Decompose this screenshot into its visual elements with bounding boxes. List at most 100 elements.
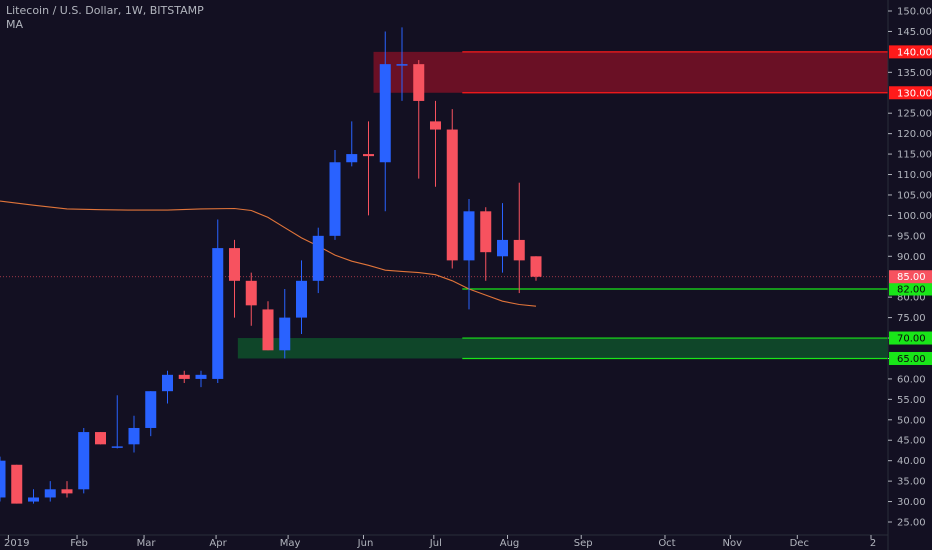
candle-body — [312, 235, 324, 281]
candle-1 — [11, 464, 23, 504]
y-tick-label: 90.00 — [897, 252, 926, 263]
y-tick-label: 60.00 — [897, 374, 926, 385]
candle-body — [229, 248, 240, 281]
y-tick-label: 115.00 — [897, 150, 932, 161]
candle-31 — [513, 182, 525, 294]
x-tick-label: Sep — [574, 538, 593, 549]
candle-2 — [28, 489, 39, 504]
candle-12 — [195, 370, 207, 388]
level-badge-label: 140.00 — [897, 47, 932, 58]
x-tick-label: Dec — [790, 538, 809, 549]
level-badge-bg — [889, 86, 932, 100]
current-price-badge-label: 85.00 — [897, 272, 926, 283]
y-tick-label: 40.00 — [897, 456, 926, 467]
x-tick-label: Oct — [658, 538, 675, 549]
y-tick-label: 45.00 — [897, 436, 926, 447]
current-price-badge-bg — [889, 270, 932, 284]
candle-body — [379, 64, 391, 163]
candle-6 — [95, 432, 106, 445]
candle-22 — [363, 121, 374, 216]
y-tick-label: 35.00 — [897, 477, 926, 488]
candle-18 — [296, 260, 307, 334]
y-tick-label: 80.00 — [897, 293, 926, 304]
y-tick-label: 105.00 — [897, 190, 932, 201]
candle-body — [61, 489, 73, 494]
candle-30 — [497, 203, 508, 273]
candle-body — [497, 239, 508, 257]
candle-13 — [212, 219, 224, 384]
candle-27 — [446, 109, 458, 269]
level-badge-label: 70.00 — [897, 334, 926, 345]
plot-area — [0, 27, 888, 504]
candle-body — [44, 489, 56, 498]
x-tick-label: Nov — [723, 538, 743, 549]
candle-15 — [245, 272, 257, 326]
candle-body — [329, 162, 341, 236]
candle-10 — [162, 370, 173, 404]
candle-11 — [178, 370, 190, 384]
candle-body — [446, 129, 458, 261]
y-tick-label: 30.00 — [897, 497, 926, 508]
y-tick-label: 95.00 — [897, 231, 926, 242]
candle-9 — [145, 391, 157, 437]
resistance-zone — [373, 51, 888, 93]
candle-16 — [262, 301, 274, 351]
symbol-title[interactable]: Litecoin / U.S. Dollar, 1W, BITSTAMP — [6, 4, 204, 17]
candle-body — [463, 211, 475, 261]
candle-20 — [329, 149, 341, 240]
x-tick-label: Mar — [137, 538, 157, 549]
candle-body — [279, 317, 291, 351]
y-tick-label: 110.00 — [897, 170, 932, 181]
candle-body — [145, 391, 157, 428]
candle-body — [162, 374, 173, 392]
candle-29 — [480, 207, 492, 281]
y-tick-label: 120.00 — [897, 129, 932, 140]
candle-body — [262, 309, 274, 351]
x-tick-label: May — [280, 538, 301, 549]
indicator-label[interactable]: MA — [6, 18, 24, 31]
candle-body — [413, 64, 425, 101]
y-tick-label: 145.00 — [897, 27, 932, 38]
y-tick-label: 125.00 — [897, 109, 932, 120]
candle-5 — [78, 427, 90, 494]
y-tick-label: 75.00 — [897, 313, 926, 324]
candle-body — [530, 256, 542, 277]
moving-average-line — [0, 200, 537, 307]
candle-body — [0, 460, 6, 498]
y-tick-label: 25.00 — [897, 518, 926, 529]
y-tick-label: 55.00 — [897, 395, 926, 406]
candle-8 — [128, 415, 140, 453]
candle-body — [346, 154, 358, 163]
support-zone — [237, 338, 888, 359]
candle-3 — [44, 481, 56, 502]
y-tick-label: 150.00 — [897, 7, 932, 18]
level-badge-label: 82.00 — [897, 284, 926, 295]
candle-17 — [279, 288, 291, 359]
x-tick-label: Aug — [500, 538, 520, 549]
level-badge-bg — [889, 351, 932, 365]
candle-7 — [111, 395, 123, 449]
candle-body — [195, 374, 207, 379]
x-tick-label: Feb — [70, 538, 88, 549]
candle-body — [111, 446, 123, 448]
candle-body — [363, 154, 374, 157]
candle-4 — [61, 481, 73, 498]
candle-body — [28, 497, 39, 502]
level-badge-label: 65.00 — [897, 354, 926, 365]
candle-26 — [430, 100, 441, 187]
candle-body — [245, 280, 257, 306]
candle-body — [178, 374, 190, 379]
candle-14 — [229, 239, 240, 318]
candle-21 — [346, 121, 358, 167]
candle-body — [296, 280, 307, 318]
candle-body — [513, 239, 525, 261]
candle-body — [11, 464, 23, 504]
x-tick-label: Jul — [429, 538, 442, 549]
candle-24 — [396, 27, 408, 101]
candle-body — [480, 211, 492, 253]
y-tick-label: 50.00 — [897, 415, 926, 426]
candle-body — [430, 121, 441, 130]
candle-23 — [379, 31, 391, 212]
